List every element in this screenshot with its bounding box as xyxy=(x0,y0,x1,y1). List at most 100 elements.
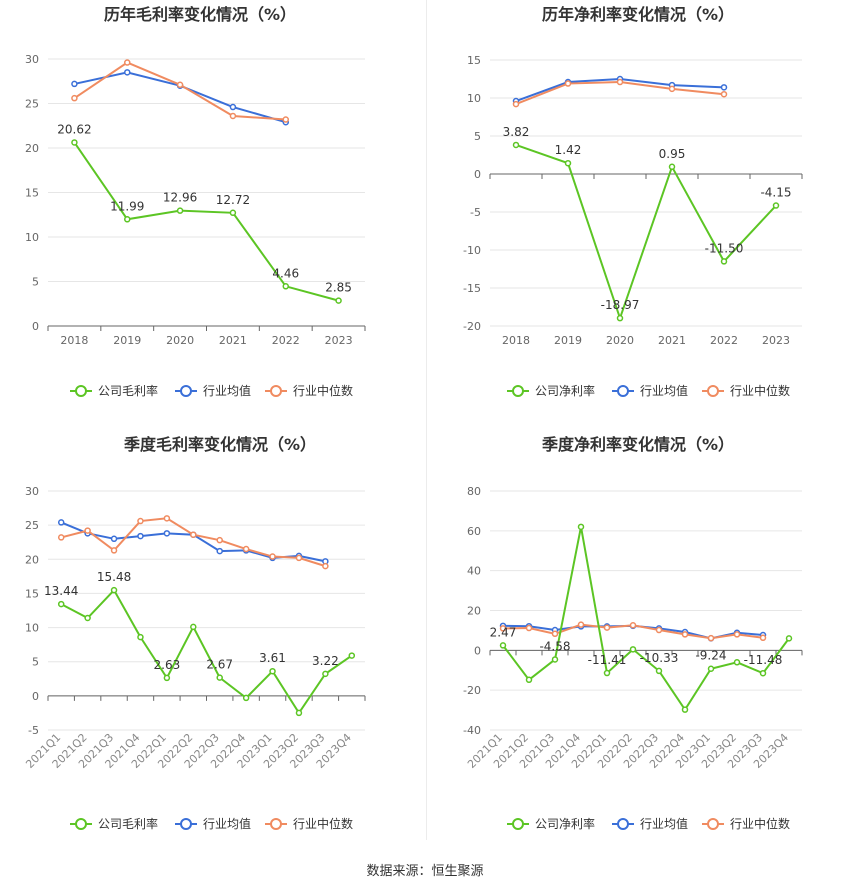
data-point xyxy=(348,652,356,659)
data-point xyxy=(163,530,171,537)
data-point xyxy=(229,103,237,111)
legend-item: 行业中位数 xyxy=(265,816,353,831)
data-point xyxy=(322,670,329,678)
y-tick-label: 20 xyxy=(25,142,39,155)
data-point xyxy=(668,163,676,171)
data-point xyxy=(681,631,689,638)
y-tick-label: -15 xyxy=(463,282,481,295)
data-label: 3.61 xyxy=(259,651,286,665)
y-tick-label: -40 xyxy=(463,724,481,737)
data-point xyxy=(616,314,624,322)
y-tick-label: 80 xyxy=(467,485,481,498)
y-tick-label: -20 xyxy=(463,320,481,333)
data-point xyxy=(124,216,131,223)
data-point xyxy=(512,141,520,149)
y-tick-label: 30 xyxy=(25,53,39,66)
data-point xyxy=(564,159,572,167)
data-point xyxy=(655,626,663,634)
y-tick-label: -5 xyxy=(470,206,481,219)
chart-title: 历年净利率变化情况（%） xyxy=(542,5,734,24)
chart-title: 季度净利率变化情况（%） xyxy=(541,435,734,454)
data-point xyxy=(733,631,741,638)
data-point xyxy=(564,80,572,87)
data-point xyxy=(720,258,728,265)
y-tick-label: 5 xyxy=(474,130,481,143)
y-tick-label: 25 xyxy=(25,98,39,111)
legend-label: 行业均值 xyxy=(203,383,251,398)
legend-label: 行业中位数 xyxy=(293,816,353,831)
x-tick-label: 2022 xyxy=(272,334,300,347)
y-tick-label: 10 xyxy=(25,231,39,244)
data-point xyxy=(137,517,144,525)
data-point xyxy=(269,553,276,560)
x-tick-label: 2019 xyxy=(113,334,141,347)
x-tick-label: 2023 xyxy=(325,334,353,347)
y-tick-label: 10 xyxy=(467,92,481,105)
data-point xyxy=(525,624,533,632)
x-tick-label: 2020 xyxy=(606,334,634,347)
y-tick-label: 30 xyxy=(25,485,39,498)
data-point xyxy=(229,209,237,217)
data-label: -11.50 xyxy=(705,241,744,255)
y-tick-label: 0 xyxy=(474,168,481,181)
data-label: 11.99 xyxy=(110,199,144,213)
legend-item: 公司毛利率 xyxy=(70,816,158,831)
legend-label: 公司毛利率 xyxy=(98,816,158,831)
data-point xyxy=(603,669,611,677)
data-point xyxy=(137,532,144,540)
data-label: -4.58 xyxy=(539,639,570,653)
data-label: 13.44 xyxy=(44,584,78,598)
data-point xyxy=(190,531,197,538)
data-point xyxy=(57,534,65,541)
data-point xyxy=(720,84,728,91)
legend-item: 公司净利率 xyxy=(507,383,595,398)
data-point xyxy=(57,519,65,526)
data-point xyxy=(629,646,637,653)
series-line-0 xyxy=(515,144,777,322)
legend-swatch-marker xyxy=(707,818,719,830)
data-point xyxy=(229,112,237,120)
x-tick-label: 2022 xyxy=(710,334,738,347)
legend-swatch-marker xyxy=(180,818,192,830)
data-point xyxy=(176,81,184,89)
y-tick-label: 0 xyxy=(32,690,39,703)
data-point xyxy=(707,634,715,642)
data-label: 15.48 xyxy=(97,570,131,584)
x-tick-label: 2020 xyxy=(166,334,194,347)
data-point xyxy=(216,547,223,555)
y-tick-label: 15 xyxy=(25,187,39,200)
data-label: -4.15 xyxy=(760,186,791,200)
chart-title: 季度毛利率变化情况（%） xyxy=(123,435,316,454)
legend-swatch-marker xyxy=(512,818,524,830)
data-point xyxy=(733,659,741,666)
data-label: -10.33 xyxy=(640,651,679,665)
data-label: 12.72 xyxy=(216,193,250,207)
data-point xyxy=(499,625,507,632)
legend-swatch-marker xyxy=(180,385,192,397)
y-tick-label: 60 xyxy=(467,525,481,538)
data-point xyxy=(110,547,118,554)
data-point xyxy=(322,562,329,570)
y-tick-label: 0 xyxy=(32,320,39,333)
y-tick-label: -5 xyxy=(28,724,39,737)
series-line-0 xyxy=(73,141,339,302)
data-point xyxy=(551,630,559,638)
legend-label: 公司净利率 xyxy=(535,816,595,831)
data-label: 12.96 xyxy=(163,191,197,205)
data-point xyxy=(282,116,289,123)
legend-swatch-marker xyxy=(75,385,87,397)
legend-label: 行业均值 xyxy=(203,816,251,831)
legend-swatch-marker xyxy=(75,818,87,830)
x-tick-label: 2021 xyxy=(219,334,247,347)
data-point xyxy=(57,600,65,608)
data-label: 2.85 xyxy=(325,281,352,295)
legend-label: 行业均值 xyxy=(640,383,688,398)
data-point xyxy=(629,621,637,629)
legend-item: 公司净利率 xyxy=(507,816,595,831)
y-tick-label: 10 xyxy=(25,622,39,635)
y-tick-label: 5 xyxy=(32,656,39,669)
chart-3: 季度毛利率变化情况（%）-50510152025302021Q12021Q220… xyxy=(23,435,366,831)
legend-item: 公司毛利率 xyxy=(70,383,158,398)
data-point xyxy=(512,100,520,108)
